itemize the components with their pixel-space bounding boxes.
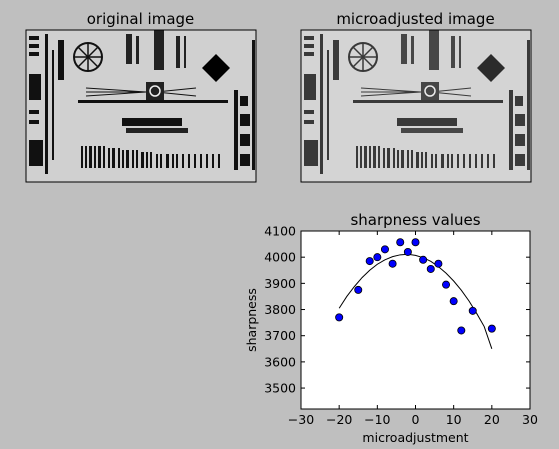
x-tick-label: 30 bbox=[522, 412, 538, 427]
x-tick-label: −30 bbox=[288, 412, 314, 427]
y-tick-label: 3900 bbox=[264, 276, 296, 291]
chart-layer: −30 −20 −10 0 10 20 30 3500 3600 3700 3800 3900 4000… bbox=[264, 224, 538, 428]
y-tick-label: 3700 bbox=[264, 328, 296, 343]
data-point bbox=[373, 253, 382, 262]
chart-xlabel: microadjustment bbox=[362, 430, 468, 445]
data-point bbox=[487, 324, 496, 333]
data-point bbox=[403, 247, 412, 256]
data-point bbox=[396, 238, 405, 247]
fit-curve-line bbox=[338, 253, 493, 349]
y-tick-label: 3600 bbox=[264, 354, 296, 369]
data-point bbox=[354, 285, 363, 294]
x-tick-label: −10 bbox=[364, 412, 390, 427]
data-point bbox=[468, 306, 477, 315]
data-point bbox=[335, 313, 344, 322]
data-point bbox=[365, 257, 374, 266]
data-point bbox=[442, 280, 451, 289]
data-point bbox=[457, 326, 466, 335]
x-tick-label: 0 bbox=[412, 412, 420, 427]
data-point bbox=[426, 264, 435, 273]
x-tick-label: 20 bbox=[484, 412, 500, 427]
y-tick-label: 3500 bbox=[264, 381, 296, 396]
chart-plot-area bbox=[300, 230, 531, 410]
right-panel-title: microadjusted image bbox=[336, 10, 494, 28]
chart-ylabel: sharpness bbox=[244, 288, 259, 352]
left-panel-title: original image bbox=[87, 10, 195, 28]
data-point bbox=[411, 238, 420, 247]
chart-title: sharpness values bbox=[350, 211, 480, 229]
data-point bbox=[419, 255, 428, 264]
x-tick-label: 10 bbox=[446, 412, 462, 427]
data-point bbox=[434, 259, 443, 268]
data-point bbox=[380, 245, 389, 254]
y-tick-label: 4100 bbox=[264, 224, 296, 239]
y-tick-label: 3800 bbox=[264, 302, 296, 317]
data-point bbox=[449, 297, 458, 306]
y-tick-label: 4000 bbox=[264, 250, 296, 265]
x-tick-label: −20 bbox=[326, 412, 352, 427]
microadjusted-image bbox=[300, 29, 532, 183]
data-point bbox=[388, 259, 397, 268]
original-image bbox=[25, 29, 257, 183]
